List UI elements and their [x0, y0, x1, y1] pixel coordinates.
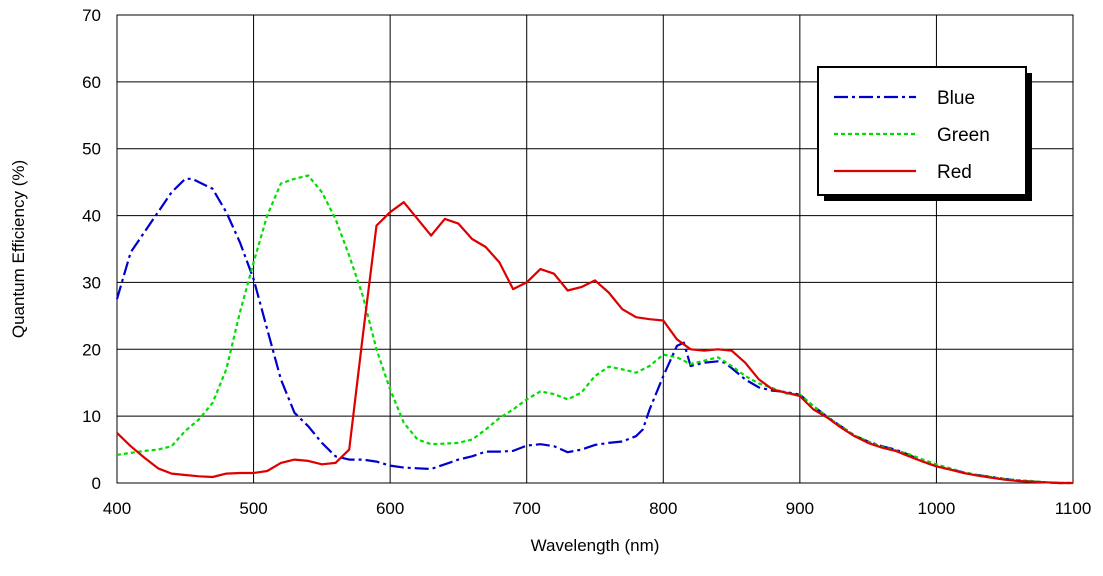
y-tick-label-10: 10 [82, 407, 101, 426]
y-tick-label-40: 40 [82, 207, 101, 226]
x-tick-label-500: 500 [239, 499, 267, 518]
legend-label-green: Green [937, 125, 990, 146]
y-tick-label-60: 60 [82, 73, 101, 92]
series-line-red [116, 201, 1073, 485]
legend-label-blue: Blue [937, 88, 975, 109]
legend-label-red: Red [937, 162, 972, 183]
plot-area-frame [116, 14, 1074, 484]
x-tick-label-700: 700 [513, 499, 541, 518]
y-tick-label-70: 70 [82, 6, 101, 25]
x-axis-label: Wavelength (nm) [531, 536, 660, 555]
y-tick-label-30: 30 [82, 273, 101, 292]
x-tick-label-400: 400 [103, 499, 131, 518]
series-line-blue [115, 177, 1073, 485]
y-tick-label-50: 50 [82, 140, 101, 159]
x-tick-label-900: 900 [786, 499, 814, 518]
y-tick-label-20: 20 [82, 340, 101, 359]
x-tick-label-600: 600 [376, 499, 404, 518]
legend: Blue Green Red [817, 66, 1032, 201]
series-line-green [116, 174, 1073, 485]
y-axis-ticks: 0 10 20 30 40 50 60 70 [82, 6, 101, 493]
y-axis-label: Quantum Efficiency (%) [9, 160, 28, 338]
x-tick-label-1100: 1100 [1055, 499, 1092, 518]
series-lines [115, 174, 1073, 485]
legend-box [817, 66, 1027, 196]
x-tick-label-1000: 1000 [918, 499, 956, 518]
x-axis-ticks: 400 500 600 700 800 900 1000 1100 [103, 499, 1091, 518]
y-tick-label-0: 0 [92, 474, 101, 493]
x-tick-label-800: 800 [649, 499, 677, 518]
